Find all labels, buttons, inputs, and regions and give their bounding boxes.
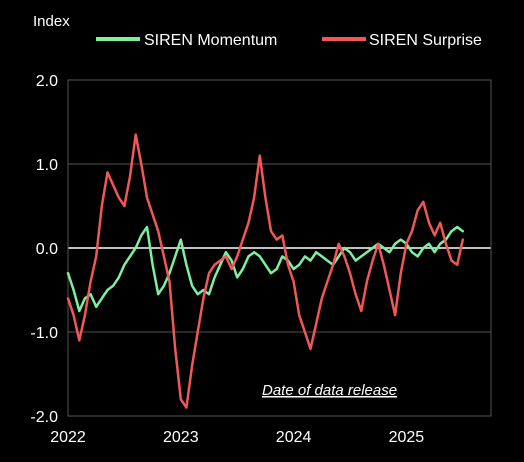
y-tick-label: -1.0 — [30, 325, 58, 342]
series-line-surprise — [66, 133, 465, 409]
y-axis-ticks: 2.0 1.0 0.0 -1.0 -2.0 — [30, 73, 58, 426]
x-tick-label: 2025 — [389, 429, 425, 446]
x-tick-label: 2024 — [276, 429, 312, 446]
plot-area — [67, 79, 492, 417]
legend: SIREN Momentum SIREN Surprise — [96, 32, 482, 49]
y-axis-label: Index — [33, 13, 70, 30]
y-tick-label: 0.0 — [36, 241, 58, 258]
series-layer — [66, 133, 465, 409]
legend-label-momentum: SIREN Momentum — [144, 32, 277, 49]
legend-label-surprise: SIREN Surprise — [369, 32, 482, 49]
y-tick-label: 1.0 — [36, 157, 58, 174]
plot-frame — [67, 79, 492, 417]
y-tick-label: 2.0 — [36, 73, 58, 90]
x-axis-ticks: 2022 2023 2024 2025 — [50, 429, 424, 446]
annotation-date-of-data-release: Date of data release — [262, 382, 397, 399]
y-tick-label: -2.0 — [30, 409, 58, 426]
x-tick-label: 2023 — [163, 429, 199, 446]
series-line-momentum — [66, 225, 465, 313]
x-tick-label: 2022 — [50, 429, 86, 446]
